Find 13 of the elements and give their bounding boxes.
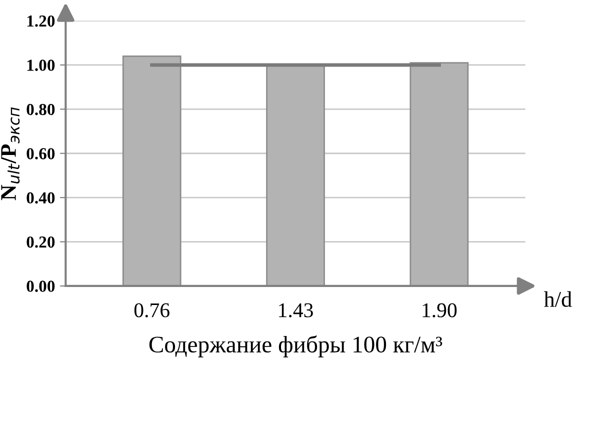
y-tick-label: 0.40 [26,192,55,204]
y-tick-label: 0.20 [26,236,55,248]
y-axis-title: N$_{ult}$/P$_{эксп}$ [1,107,20,200]
y-tick-label: 0.80 [26,104,55,116]
text: h/d [544,291,572,307]
y-tick-label: 0.60 [26,148,55,160]
y-tick-label: 0.00 [26,280,55,292]
x-axis-title: Содержание фибры 100 кг/м³ [149,335,442,358]
x-tick-label: 0.76 [134,303,170,318]
x-tick-label: 1.43 [279,303,313,318]
y-tick-label: 1.00 [27,60,55,71]
x-tick-label: 1.90 [422,303,457,318]
y-tick-label: 1.20 [27,15,55,27]
